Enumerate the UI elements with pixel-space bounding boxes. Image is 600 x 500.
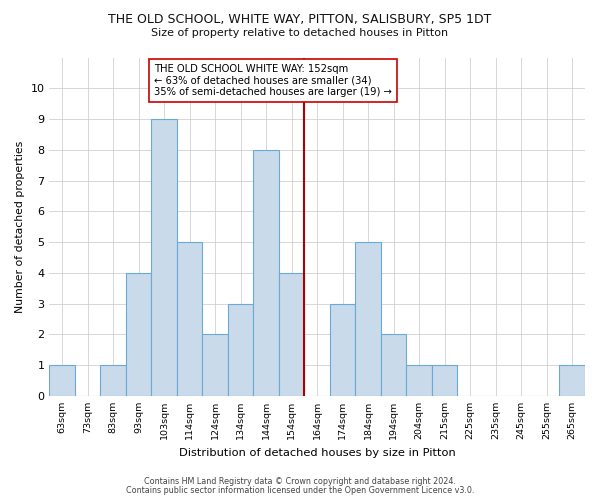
Bar: [151, 119, 177, 396]
Y-axis label: Number of detached properties: Number of detached properties: [15, 140, 25, 313]
Bar: [177, 242, 202, 396]
Text: THE OLD SCHOOL WHITE WAY: 152sqm
← 63% of detached houses are smaller (34)
35% o: THE OLD SCHOOL WHITE WAY: 152sqm ← 63% o…: [154, 64, 392, 97]
Bar: [406, 365, 432, 396]
Bar: [202, 334, 228, 396]
Bar: [432, 365, 457, 396]
Text: Size of property relative to detached houses in Pitton: Size of property relative to detached ho…: [151, 28, 449, 38]
Bar: [49, 365, 75, 396]
Bar: [330, 304, 355, 396]
Text: THE OLD SCHOOL, WHITE WAY, PITTON, SALISBURY, SP5 1DT: THE OLD SCHOOL, WHITE WAY, PITTON, SALIS…: [109, 12, 491, 26]
Text: Contains HM Land Registry data © Crown copyright and database right 2024.: Contains HM Land Registry data © Crown c…: [144, 477, 456, 486]
X-axis label: Distribution of detached houses by size in Pitton: Distribution of detached houses by size …: [179, 448, 455, 458]
Bar: [381, 334, 406, 396]
Bar: [279, 273, 304, 396]
Bar: [253, 150, 279, 396]
Bar: [228, 304, 253, 396]
Bar: [355, 242, 381, 396]
Bar: [126, 273, 151, 396]
Bar: [100, 365, 126, 396]
Bar: [559, 365, 585, 396]
Text: Contains public sector information licensed under the Open Government Licence v3: Contains public sector information licen…: [126, 486, 474, 495]
